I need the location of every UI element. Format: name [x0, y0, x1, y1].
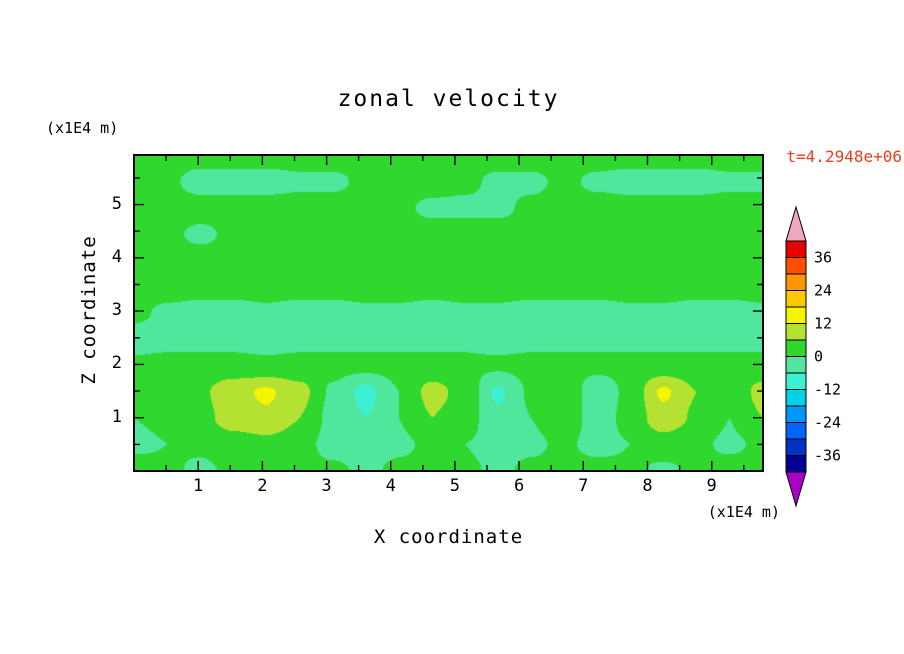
timestamp: t=4.2948e+06: [786, 147, 902, 166]
x-tick-label: 1: [193, 476, 204, 496]
colorbar-label: 0: [814, 348, 823, 366]
y-tick-label: 2: [111, 353, 122, 374]
y-tick-label: 5: [111, 193, 122, 214]
y-tick-label: 1: [111, 406, 122, 427]
x-axis-unit: (x1E4 m): [707, 503, 780, 521]
x-tick-label: 5: [449, 476, 461, 496]
colorbar-label: 36: [814, 249, 832, 267]
colorbar-label: 12: [814, 315, 832, 333]
x-tick-label: 3: [321, 476, 332, 496]
x-tick-label: 7: [578, 476, 589, 496]
y-tick-label: 3: [111, 300, 122, 321]
y-axis-label: Z coordinate: [78, 235, 100, 385]
x-tick-label: 4: [385, 476, 396, 496]
colorbar-label: 24: [814, 282, 832, 300]
colorbar-label: -36: [814, 447, 841, 465]
y-axis-unit: (x1E4 m): [46, 119, 119, 137]
x-axis-label: X coordinate: [373, 526, 524, 548]
x-tick-label: 9: [706, 476, 717, 496]
plot-title: zonal velocity: [337, 86, 560, 112]
x-tick-label: 8: [642, 476, 653, 496]
x-tick-label: 6: [513, 476, 525, 496]
plot-frame: [133, 154, 764, 472]
colorbar: 36 24 12 0 -12 -24 -36: [785, 205, 841, 508]
x-tick-label: 2: [257, 476, 268, 496]
colorbar-label: -12: [814, 381, 841, 399]
contour-field: [134, 155, 763, 471]
colorbar-label: -24: [814, 414, 841, 432]
y-tick-label: 4: [111, 246, 122, 267]
